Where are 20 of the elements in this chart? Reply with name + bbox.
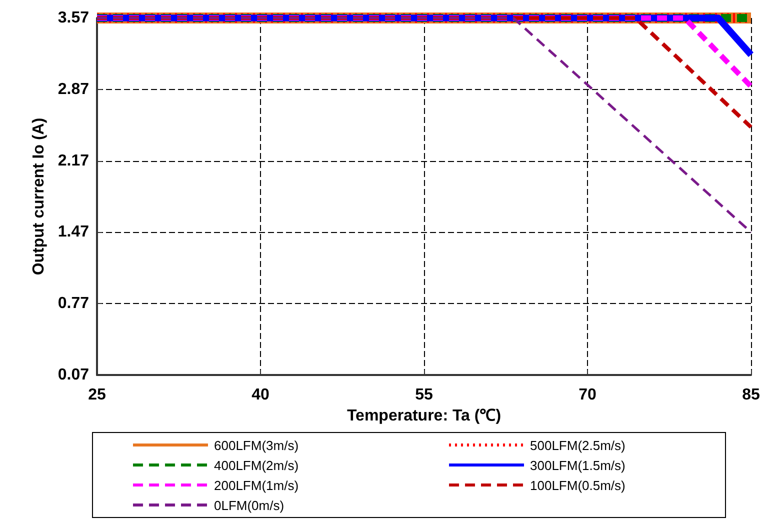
x-tick-label: 25 (88, 386, 106, 404)
x-tick-label: 85 (742, 386, 760, 404)
legend-label: 0LFM(0m/s) (214, 498, 284, 512)
y-tick-label: 1.47 (58, 224, 90, 241)
y-tick-label: 3.57 (58, 10, 90, 26)
y-tick-label: 0.07 (58, 366, 90, 384)
x-tick-label: 70 (578, 386, 596, 404)
legend-label: 100LFM(0.5m/s) (530, 478, 626, 492)
legend-label: 500LFM(2.5m/s) (530, 438, 626, 452)
y-tick-label: 2.17 (58, 152, 90, 170)
legend-label: 300LFM(1.5m/s) (530, 458, 626, 472)
legend-label: 200LFM(1m/s) (214, 478, 299, 492)
x-tick-label: 40 (252, 386, 270, 404)
y-tick-label: 2.87 (58, 80, 90, 98)
x-tick-label: 55 (415, 386, 433, 404)
y-axis-title: Output current Io (A) (30, 118, 48, 276)
legend-label: 600LFM(3m/s) (214, 438, 299, 452)
y-tick-label: 0.77 (58, 295, 90, 312)
legend-label: 400LFM(2m/s) (214, 458, 299, 472)
x-axis-title: Temperature: Ta (℃) (346, 407, 502, 424)
